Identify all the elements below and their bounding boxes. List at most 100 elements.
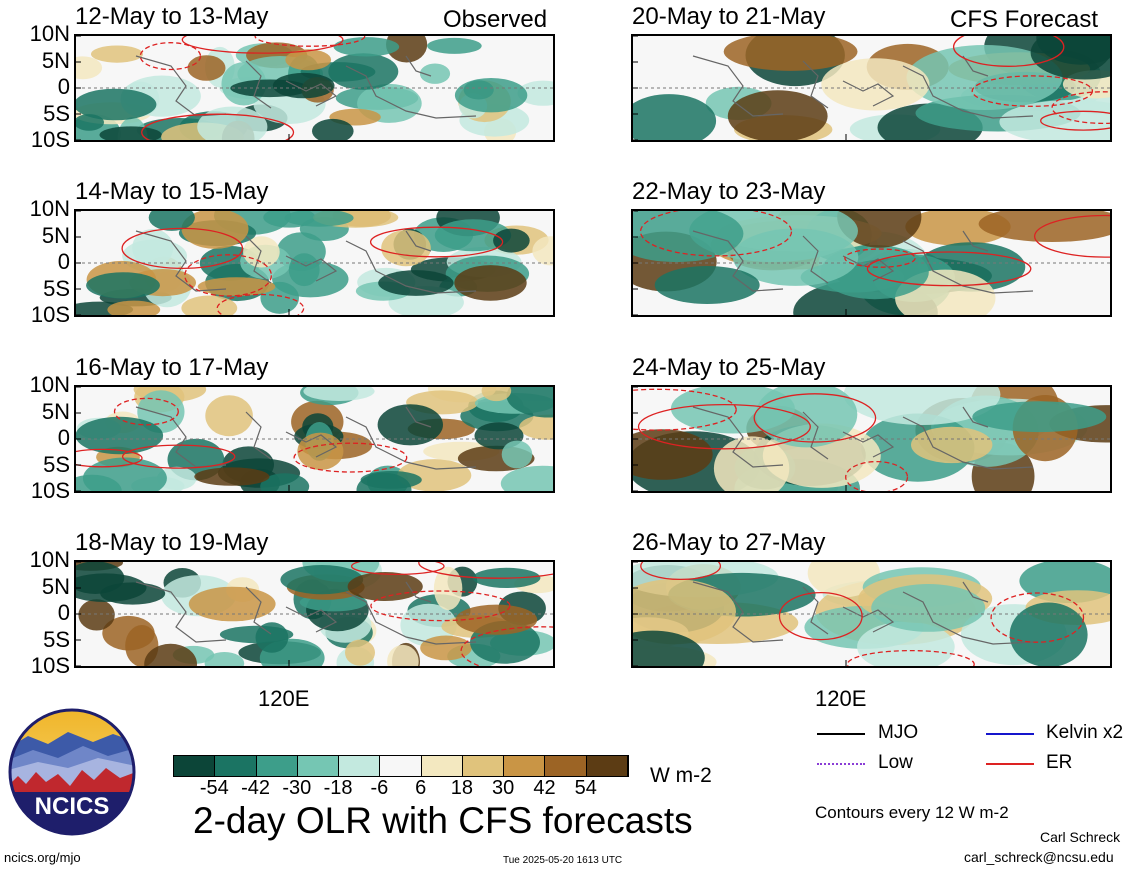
er-contour (846, 649, 975, 666)
lat-label: 10N (29, 196, 70, 221)
lat-label: 10S (30, 653, 70, 678)
er-contour (1033, 214, 1110, 258)
er-contour (369, 226, 504, 258)
olr-map (74, 209, 555, 317)
lat-label: 10S (30, 302, 70, 327)
er-contour (844, 248, 916, 268)
olr-field (76, 36, 553, 140)
er-contour (1051, 91, 1110, 125)
olr-anomaly-blob (387, 644, 419, 666)
olr-anomaly-blob (194, 467, 270, 486)
colorbar-swatch (256, 756, 298, 776)
olr-anomaly-blob (76, 56, 103, 80)
olr-anomaly-blob (633, 579, 736, 645)
lat-label: 5S (43, 626, 70, 652)
olr-field (633, 562, 1110, 666)
olr-anomaly-blob (284, 211, 354, 227)
colorbar-swatch (339, 756, 381, 776)
colorbar-swatch (297, 756, 340, 776)
olr-anomaly-blob (454, 78, 528, 113)
olr-anomaly-blob (181, 295, 238, 315)
colorbar-tick-label: -42 (241, 777, 270, 799)
lat-label: 5N (41, 398, 70, 424)
olr-anomaly-blob (76, 573, 147, 602)
olr-anomaly-blob (420, 635, 472, 661)
panel-title: 12-May to 13-May (75, 3, 269, 30)
olr-field (633, 211, 1110, 315)
olr-anomaly-blob (633, 211, 744, 263)
er-contour (1040, 110, 1110, 131)
er-contour (640, 562, 722, 581)
panel-title: 18-May to 19-May (75, 529, 269, 556)
olr-anomaly-blob (386, 36, 428, 63)
olr-anomaly-blob (91, 45, 143, 63)
colorbar-swatch (174, 756, 216, 776)
olr-anomaly-blob (99, 126, 162, 140)
olr-anomaly-blob (297, 432, 344, 470)
olr-anomaly-blob (843, 387, 1001, 425)
lat-label: 10N (29, 21, 70, 46)
olr-anomaly-blob (419, 63, 451, 84)
olr-anomaly-blob (288, 253, 320, 287)
olr-anomaly-blob (78, 599, 115, 631)
olr-anomaly-blob (501, 440, 533, 469)
er-contour (121, 444, 236, 469)
olr-anomaly-blob (243, 236, 280, 268)
colorbar-units: W m-2 (650, 764, 712, 787)
coastline (692, 406, 1034, 470)
er-line-swatch (986, 763, 1034, 765)
olr-anomaly-blob (156, 466, 197, 490)
olr-anomaly-blob (303, 387, 375, 401)
olr-anomaly-blob (978, 211, 1110, 242)
email: carl_schreck@ncsu.edu (964, 849, 1114, 865)
olr-anomaly-blob (837, 211, 922, 248)
coastline (692, 230, 1034, 294)
observed-label: Observed (443, 6, 548, 33)
olr-field (633, 36, 1110, 140)
olr-map (631, 385, 1112, 493)
olr-field (76, 387, 553, 491)
legend-kelvin: Kelvin x2 (1046, 722, 1124, 743)
olr-anomaly-blob (481, 387, 512, 402)
olr-anomaly-blob (713, 436, 790, 491)
olr-field (76, 211, 553, 315)
main-title: 2-day OLR with CFS forecasts (193, 800, 693, 841)
legend-mjo: MJO (878, 722, 919, 743)
lat-label: 5N (41, 222, 70, 248)
lat-label: 10N (29, 372, 70, 397)
lat-label: 0 (57, 249, 70, 274)
olr-anomaly-blob (972, 401, 1107, 433)
lon-label-right: 120E (815, 686, 867, 711)
olr-anomaly-blob (427, 37, 482, 54)
legend-er: ER (1046, 752, 1073, 773)
mjo-line-swatch (817, 733, 865, 735)
lat-label: 10S (30, 478, 70, 503)
er-contour (141, 113, 295, 140)
legend-low: Low (878, 752, 913, 773)
colorbar-tick-label: -18 (323, 777, 353, 799)
olr-anomaly-blob (517, 80, 553, 106)
olr-anomaly-blob (654, 266, 760, 304)
er-contour (952, 36, 1065, 67)
er-contour (293, 442, 408, 473)
colorbar-tick-label: 30 (492, 777, 515, 799)
er-contour (845, 460, 909, 491)
er-contour (753, 393, 877, 443)
olr-anomaly-blob (188, 586, 276, 622)
olr-anomaly-blob (197, 277, 276, 296)
lat-label: 0 (57, 425, 70, 450)
olr-anomaly-blob (633, 94, 717, 140)
olr-anomaly-blob (76, 88, 157, 121)
olr-anomaly-blob (821, 58, 930, 111)
panel-title: 24-May to 25-May (632, 354, 826, 381)
olr-anomaly-blob (454, 265, 527, 301)
er-contour (866, 251, 1032, 287)
olr-anomaly-blob (205, 395, 253, 437)
er-contour (637, 403, 811, 450)
olr-anomaly-blob (506, 387, 553, 418)
logo-text: NCICS (35, 793, 110, 820)
lat-label: 5S (43, 275, 70, 301)
lat-label: 0 (57, 74, 70, 99)
olr-anomaly-blob (433, 566, 463, 611)
olr-anomaly-blob (219, 625, 294, 644)
